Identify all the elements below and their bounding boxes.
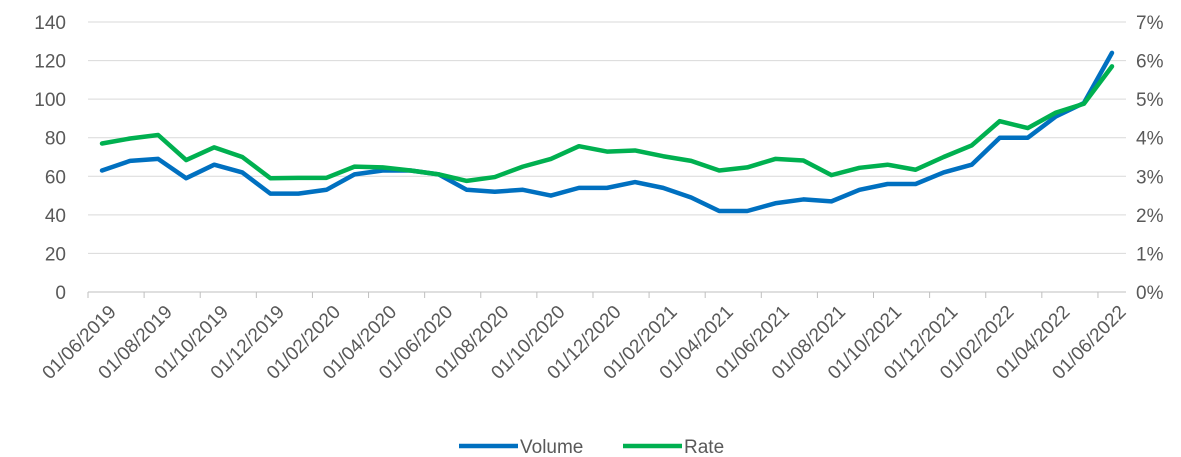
gridlines <box>88 21 1126 293</box>
right-tick-label: 1% <box>1136 244 1164 265</box>
left-tick-label: 60 <box>45 167 66 188</box>
legend-label-volume: Volume <box>520 437 583 457</box>
series-line-volume <box>99 50 1115 214</box>
right-tick-label: 6% <box>1136 52 1164 73</box>
x-axis: 01/06/201901/08/201901/10/201901/12/2019… <box>39 292 1131 384</box>
right-tick-label: 7% <box>1136 13 1164 34</box>
series-line-rate <box>99 64 1115 184</box>
left-tick-label: 120 <box>34 52 66 73</box>
right-tick-label: 0% <box>1136 283 1164 304</box>
right-tick-label: 2% <box>1136 206 1164 227</box>
legend: Volume Rate <box>459 437 724 457</box>
right-tick-label: 3% <box>1136 167 1164 188</box>
left-tick-label: 40 <box>45 206 66 227</box>
right-axis-ticks: 0% 1% 2% 3% 4% 5% 6% 7% <box>1136 13 1164 304</box>
right-tick-label: 4% <box>1136 129 1164 150</box>
left-tick-label: 140 <box>34 13 66 34</box>
left-tick-label: 80 <box>45 129 66 150</box>
left-axis-ticks: 0 20 40 60 80 100 120 140 <box>34 13 66 304</box>
left-tick-label: 20 <box>45 244 66 265</box>
right-tick-label: 5% <box>1136 90 1164 111</box>
legend-label-rate: Rate <box>684 437 724 457</box>
left-tick-label: 0 <box>55 283 66 304</box>
series-lines <box>99 50 1115 214</box>
left-tick-label: 100 <box>34 90 66 111</box>
